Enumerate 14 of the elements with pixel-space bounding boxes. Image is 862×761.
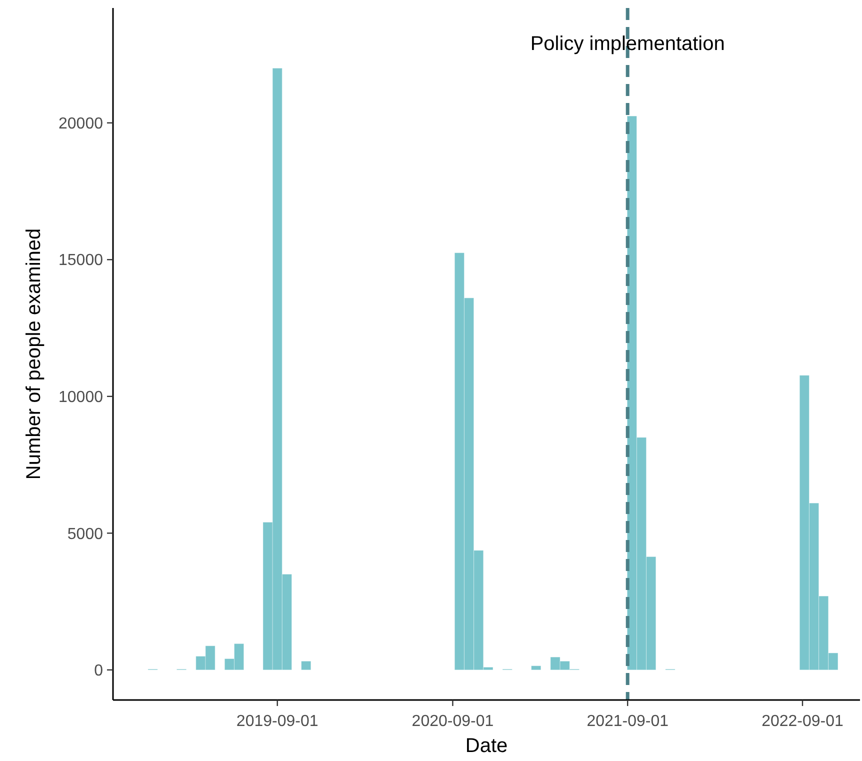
x-tick-label: 2022-09-01: [762, 713, 844, 730]
x-tick-label: 2021-09-01: [586, 713, 669, 730]
x-axis-title: Date: [465, 735, 508, 757]
x-tick-label: 2020-09-01: [412, 713, 494, 730]
x-tick-label: 2019-09-01: [236, 713, 318, 730]
y-axis-title: Number of people examined: [23, 228, 45, 480]
y-tick-label: 15000: [58, 252, 104, 270]
y-tick-label: 0: [94, 662, 104, 680]
y-tick-label: 20000: [58, 115, 104, 132]
bar: [531, 666, 542, 670]
y-tick-label: 5000: [67, 526, 104, 543]
y-tick-label: 10000: [58, 388, 104, 406]
bar: [301, 660, 312, 670]
ref-line-label: Policy implementation: [530, 33, 725, 55]
